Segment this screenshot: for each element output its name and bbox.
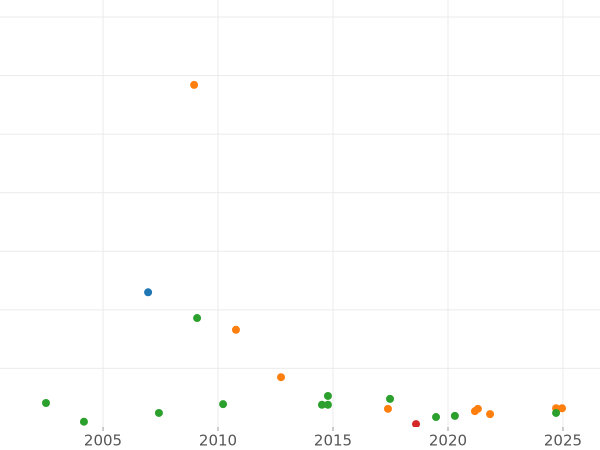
point xyxy=(450,411,459,420)
x-tick-label: 2015 xyxy=(314,432,352,450)
axis-labels: 2005 2010 2015 2020 2025 xyxy=(84,427,582,450)
point xyxy=(383,404,392,413)
x-tick-label: 2010 xyxy=(199,432,237,450)
points xyxy=(41,80,567,427)
point xyxy=(558,404,567,413)
point xyxy=(277,373,286,382)
point xyxy=(486,410,495,419)
point xyxy=(552,408,561,417)
x-tick-label: 2025 xyxy=(544,432,582,450)
grid xyxy=(0,0,600,427)
point xyxy=(219,400,228,409)
point xyxy=(193,314,202,323)
point xyxy=(412,420,421,427)
point xyxy=(231,325,240,334)
point xyxy=(386,394,395,403)
point xyxy=(323,391,332,400)
point xyxy=(323,400,332,409)
x-tick-label: 2005 xyxy=(84,432,122,450)
point xyxy=(190,80,199,89)
point xyxy=(144,288,153,297)
point xyxy=(154,408,163,417)
point xyxy=(41,398,50,407)
point xyxy=(432,413,441,422)
point xyxy=(317,400,326,409)
point xyxy=(473,404,482,413)
point xyxy=(79,417,88,426)
x-tick-label: 2020 xyxy=(429,432,467,450)
